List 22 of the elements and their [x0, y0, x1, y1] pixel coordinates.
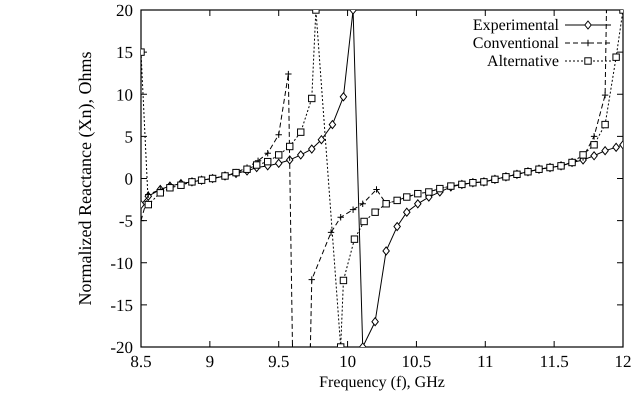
x-axis-title: Frequency (f), GHz — [319, 374, 445, 391]
x-tick-label: 11 — [477, 352, 494, 371]
y-tick-label: 20 — [116, 1, 133, 20]
x-tick-label: 10 — [339, 352, 356, 371]
legend-label: Alternative — [487, 53, 559, 70]
x-tick-label: 12 — [614, 352, 632, 371]
x-tick-label: 11.5 — [540, 352, 569, 371]
y-tick-label: -5 — [118, 212, 133, 231]
y-tick-label: 10 — [116, 85, 133, 104]
y-tick-label: 15 — [116, 43, 133, 62]
y-tick-label: -20 — [110, 338, 133, 357]
legend-label: Experimental — [472, 17, 560, 34]
y-axis-title: Normalized Reactance (Xn), Ohms — [75, 52, 95, 306]
y-tick-label: 0 — [124, 170, 133, 188]
x-tick-label: 9.5 — [268, 352, 290, 371]
legend-label: Conventional — [472, 35, 560, 52]
y-tick-label: -10 — [110, 254, 133, 273]
x-tick-label: 10.5 — [402, 352, 432, 371]
x-tick-label: 8.5 — [130, 352, 152, 371]
x-tick-label: 9 — [206, 352, 214, 371]
y-tick-label: -15 — [110, 296, 133, 315]
y-tick-label: 5 — [124, 127, 133, 146]
